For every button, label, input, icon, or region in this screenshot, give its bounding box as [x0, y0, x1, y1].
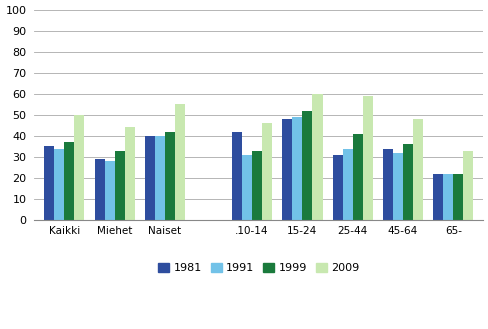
Bar — [463, 151, 472, 220]
Bar — [332, 155, 342, 220]
Bar — [252, 151, 262, 220]
Bar — [44, 146, 54, 220]
Bar — [164, 132, 175, 220]
Bar — [144, 136, 155, 220]
Bar — [302, 111, 312, 220]
Bar — [292, 117, 302, 220]
Bar — [442, 174, 452, 220]
Bar — [352, 134, 362, 220]
Bar — [74, 115, 84, 220]
Bar — [382, 148, 392, 220]
Bar — [231, 132, 242, 220]
Bar — [412, 119, 422, 220]
Bar — [94, 159, 104, 220]
Bar — [312, 94, 322, 220]
Bar — [342, 148, 352, 220]
Bar — [392, 153, 402, 220]
Bar — [282, 119, 292, 220]
Bar — [262, 123, 272, 220]
Bar — [452, 174, 463, 220]
Bar — [432, 174, 442, 220]
Bar — [402, 144, 412, 220]
Bar — [64, 142, 74, 220]
Bar — [114, 151, 124, 220]
Bar — [54, 148, 64, 220]
Bar — [242, 155, 252, 220]
Bar — [362, 96, 372, 220]
Bar — [155, 136, 164, 220]
Legend: 1981, 1991, 1999, 2009: 1981, 1991, 1999, 2009 — [153, 259, 364, 278]
Bar — [175, 104, 184, 220]
Bar — [124, 127, 135, 220]
Bar — [104, 161, 114, 220]
